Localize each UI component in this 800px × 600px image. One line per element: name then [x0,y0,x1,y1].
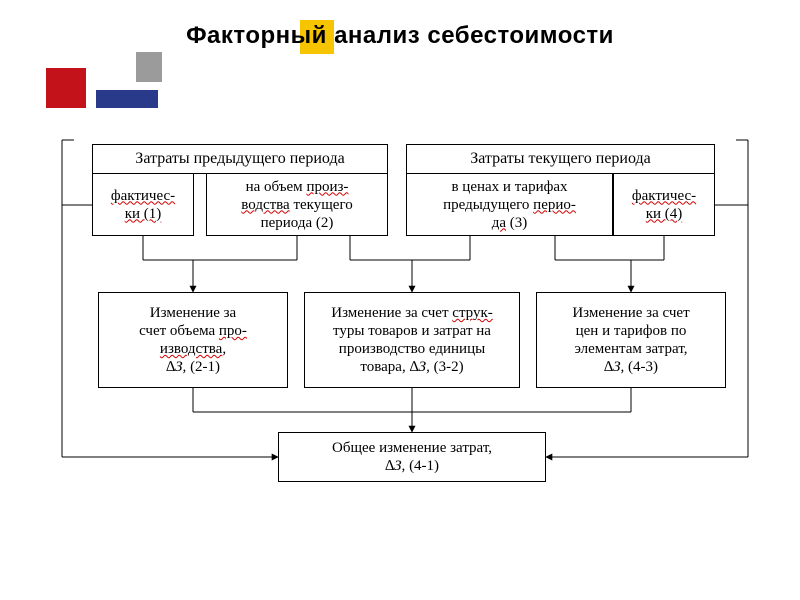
box-mid2: Изменение за счет струк- туры товаров и … [304,292,520,388]
sub2-b: водства текущего [241,197,352,213]
decor-red-square [46,68,86,108]
sub3-b: предыдущего перио- [443,197,576,213]
box-sub4: фактичес- ки (4) [613,174,715,236]
sub4-b: ки (4) [646,206,683,222]
box-sub3: в ценах и тарифах предыдущего перио- да … [406,174,613,236]
sub1-a: фактичес- [111,188,175,204]
box-top-right-header: Затраты текущего периода [406,144,715,174]
sub2-c: периода (2) [261,215,334,231]
diagram-canvas: Факторный анализ себестоимости Затраты п… [0,0,800,600]
box-mid3: Изменение за счет цен и тарифов по элеме… [536,292,726,388]
sub3-c: да (3) [492,215,528,231]
box-mid1: Изменение за счет объема про- изводства,… [98,292,288,388]
box-sub2: на объем произ- водства текущего периода… [206,174,388,236]
sub4-a: фактичес- [632,188,696,204]
decor-blue-bar [96,90,158,108]
sub2-a: на объем произ- [246,179,349,195]
decor-gray-box [136,52,162,82]
box-sub1: фактичес- ки (1) [92,174,194,236]
box-bottom: Общее изменение затрат, ∆З, (4-1) [278,432,546,482]
box-top-left-header: Затраты предыдущего периода [92,144,388,174]
sub3-a: в ценах и тарифах [451,179,567,195]
sub1-b: ки (1) [125,206,162,222]
page-title: Факторный анализ себестоимости [155,22,645,51]
